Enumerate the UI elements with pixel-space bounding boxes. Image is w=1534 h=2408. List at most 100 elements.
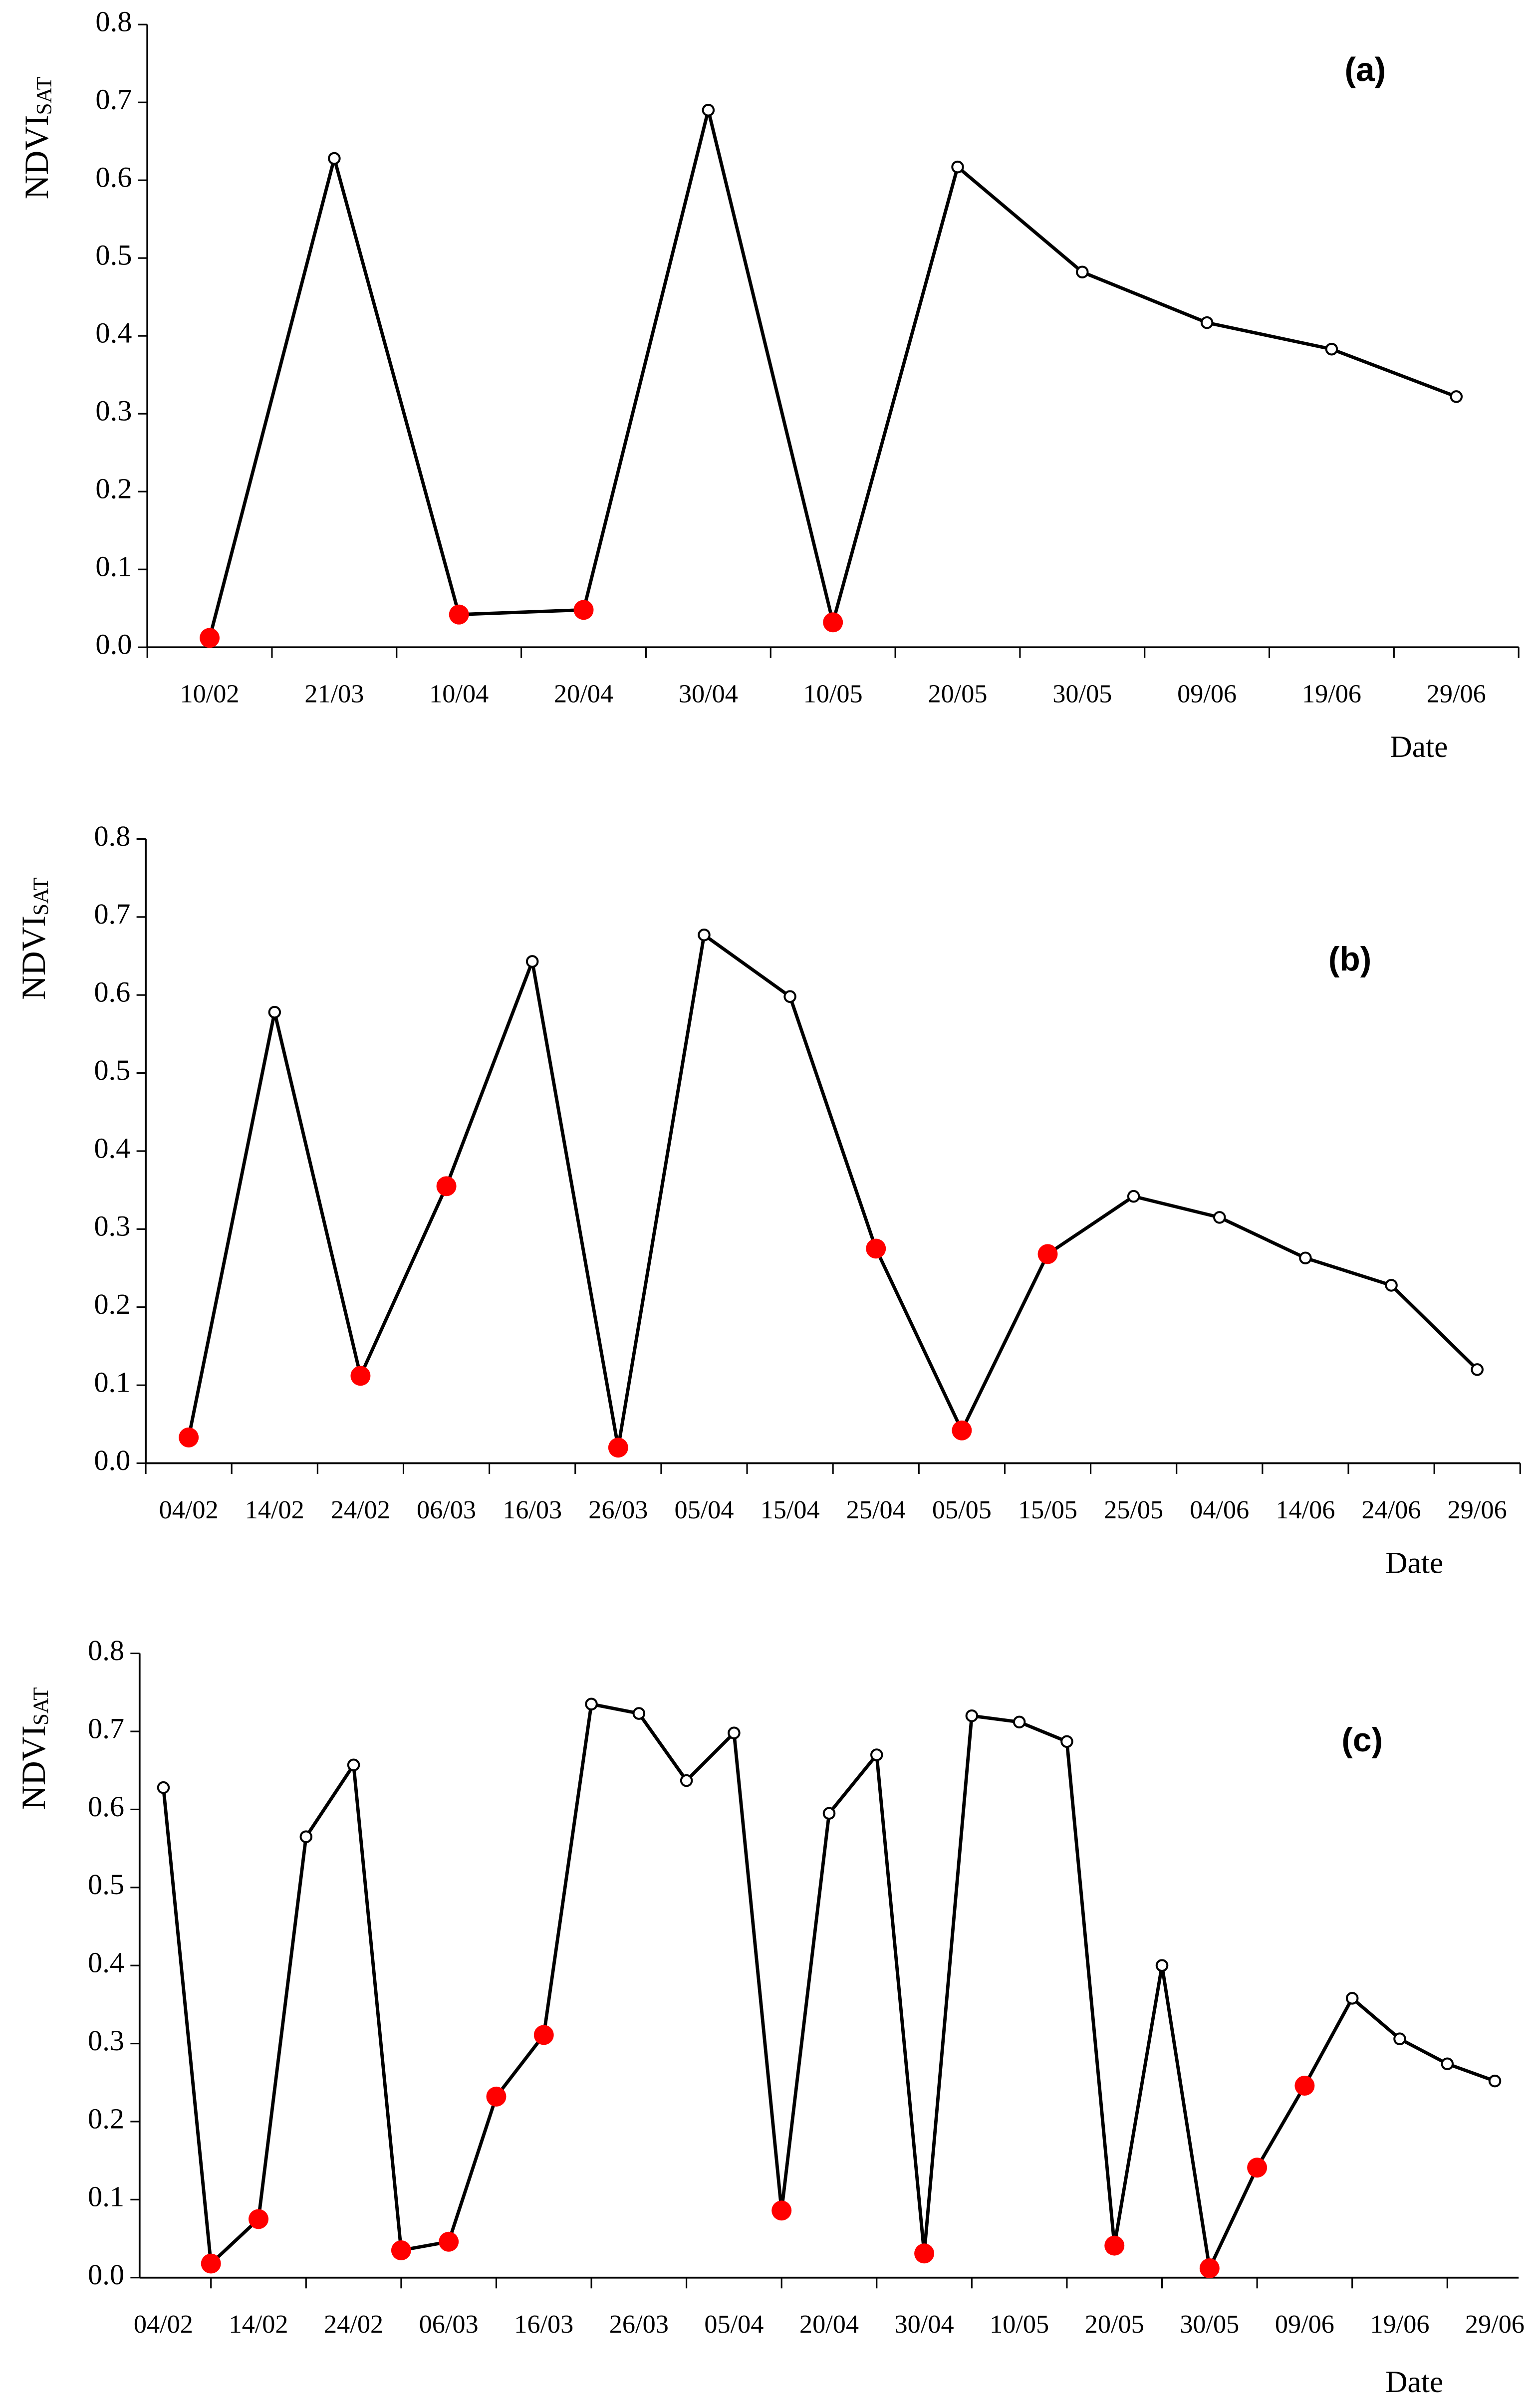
y-tick-label: 0.5 [94,1054,130,1086]
data-point [1294,2076,1315,2096]
data-point [179,1427,199,1447]
x-tick-label: 29/06 [1427,680,1486,709]
data-point [533,2025,554,2045]
data-point [1155,1959,1169,1972]
x-tick-label: 24/02 [331,1495,390,1524]
y-label-main: NDVI [17,115,55,199]
x-tick-label: 06/03 [417,1495,476,1524]
data-point [1299,1251,1312,1264]
x-tick-label: 30/05 [1180,2310,1239,2339]
y-tick-label: 0.8 [95,5,132,38]
x-tick-label: 30/04 [679,680,738,709]
y-tick-label: 0.4 [95,317,132,349]
data-point [1127,1190,1140,1203]
data-point [1450,390,1463,403]
y-tick-label: 0.5 [88,1868,124,1901]
data-point [822,1807,836,1820]
y-tick-label: 0.1 [95,550,132,583]
data-point [449,604,469,625]
x-tick-label: 05/04 [704,2310,764,2339]
data-point [1393,2032,1406,2045]
data-point [952,1420,972,1441]
data-point [771,2200,792,2221]
y-axis-label: NDVISAT [14,1687,53,1810]
x-tick-label: 26/03 [609,2310,669,2339]
panel-label: (a) [1344,51,1386,88]
data-point [608,1438,628,1458]
data-point [436,1176,457,1197]
data-point [249,2209,268,2229]
y-tick-label: 0.8 [94,820,130,852]
x-axis-label: Date [1385,1546,1443,1580]
x-tick-label: 29/06 [1465,2310,1525,2339]
data-point [347,1758,360,1772]
data-point [951,160,964,174]
x-tick-label: 30/04 [895,2310,954,2339]
y-axis-label: NDVISAT [17,77,56,199]
data-point [585,1697,598,1711]
x-tick-label: 04/06 [1190,1495,1249,1524]
data-point [866,1238,886,1259]
x-tick-label: 10/04 [429,680,489,709]
data-point [1345,1992,1359,2005]
x-tick-label: 05/04 [674,1495,734,1524]
data-point [1060,1735,1073,1748]
x-tick-label: 15/05 [1018,1495,1077,1524]
x-tick-label: 14/06 [1276,1495,1335,1524]
data-point [1441,2057,1454,2070]
x-tick-label: 15/04 [761,1495,820,1524]
data-point [1037,1244,1058,1264]
x-tick-label: 20/05 [928,680,987,709]
data-point [391,2240,411,2260]
y-label-main: NDVI [14,916,52,1000]
x-tick-label: 24/06 [1362,1495,1421,1524]
data-point [1013,1715,1026,1729]
x-tick-label: 14/02 [245,1495,304,1524]
y-tick-label: 0.3 [94,1210,130,1242]
data-point [200,628,220,648]
y-tick-label: 0.0 [94,1444,130,1476]
x-tick-label: 04/02 [134,2310,193,2339]
panel-label: (c) [1341,1721,1383,1759]
y-tick-label: 0.4 [88,1946,124,1979]
y-tick-label: 0.8 [88,1634,124,1667]
data-point [1247,2158,1268,2178]
x-tick-label: 09/06 [1177,680,1237,709]
data-point [698,929,711,942]
series-line [208,109,1457,639]
data-point [439,2231,459,2252]
data-point [573,600,594,620]
data-point [702,104,715,117]
y-tick-label: 0.3 [88,2024,124,2057]
x-tick-label: 06/03 [419,2310,479,2339]
x-tick-label: 29/06 [1448,1495,1507,1524]
y-tick-label: 0.6 [95,161,132,194]
data-point [1325,342,1338,356]
x-tick-label: 14/02 [229,2310,288,2339]
y-tick-label: 0.6 [94,976,130,1008]
y-tick-label: 0.1 [94,1366,130,1399]
data-point [350,1366,371,1386]
data-point [783,990,796,1003]
data-point [1076,265,1089,279]
x-tick-label: 20/05 [1085,2310,1144,2339]
y-tick-label: 0.7 [88,1712,124,1744]
data-point [1104,2235,1125,2256]
data-point [299,1830,313,1843]
data-point [680,1774,693,1787]
x-tick-label: 19/06 [1302,680,1361,709]
y-label-sub: SAT [29,1687,53,1725]
data-point [823,612,843,633]
y-tick-label: 0.2 [88,2102,124,2135]
y-label-sub: SAT [29,877,53,916]
data-point [1385,1279,1398,1292]
x-tick-label: 04/02 [159,1495,219,1524]
x-tick-label: 30/05 [1052,680,1112,709]
data-point [525,955,539,968]
data-point [268,1005,281,1019]
data-point [728,1726,741,1739]
y-tick-label: 0.3 [95,395,132,427]
y-tick-label: 0.0 [88,2258,124,2291]
